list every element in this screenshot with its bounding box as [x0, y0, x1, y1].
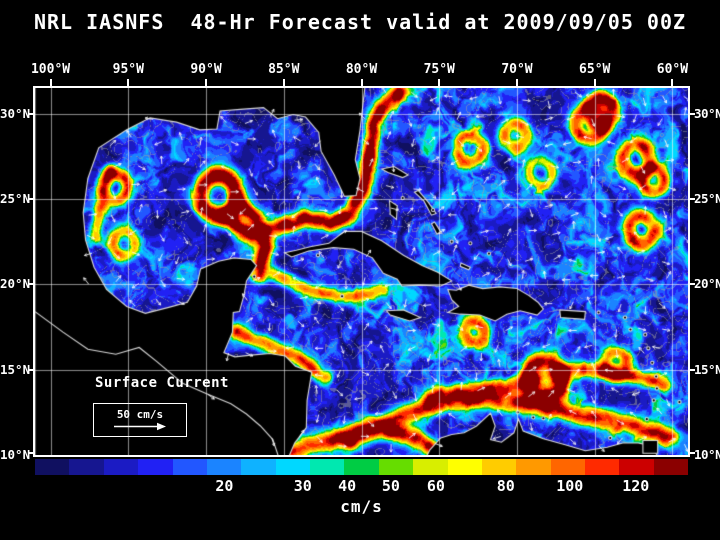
colorbar-segment — [653, 459, 689, 475]
lon-tick-mark — [671, 79, 674, 86]
colorbar-segment — [413, 459, 448, 475]
lon-tick-mark — [49, 79, 52, 86]
colorbar-segment — [138, 459, 173, 475]
colorbar-tick-label: 20 — [215, 477, 234, 495]
lon-tick-mark — [438, 79, 441, 86]
colorbar-segment — [516, 459, 551, 475]
current-scale-box: 50 cm/s — [93, 403, 187, 437]
colorbar-segment — [585, 459, 620, 475]
map-frame: Surface Current 50 cm/s — [33, 86, 690, 457]
lat-tick-mark — [690, 283, 695, 286]
colorbar-segment — [35, 459, 70, 475]
colorbar-tick-label: 80 — [496, 477, 515, 495]
colorbar-tick-label: 50 — [381, 477, 400, 495]
colorbar-segment — [241, 459, 276, 475]
lon-tick-label: 60°W — [656, 62, 689, 77]
lon-tick-label: 90°W — [190, 62, 222, 77]
lat-tick-label: 25°N — [694, 190, 720, 206]
colorbar-tick-label: 60 — [426, 477, 445, 495]
lat-tick-label: 20°N — [0, 276, 31, 292]
colorbar-tick-labels: 20 30 40 50 60 80 100 120 — [0, 477, 720, 497]
lat-tick-mark — [690, 112, 695, 115]
colorbar-tick-label: 40 — [338, 477, 357, 495]
lon-tick-mark — [205, 79, 208, 86]
longitude-axis: 100°W 95°W 90°W 85°W 80°W 75°W 70°W 65°W 60°W — [0, 62, 720, 88]
colorbar-segment — [344, 459, 379, 475]
colorbar-tick-label: 30 — [293, 477, 312, 495]
lon-tick-mark — [360, 79, 363, 86]
colorbar-segment — [447, 459, 482, 475]
colorbar-segment — [275, 459, 310, 475]
current-speed-map-canvas — [35, 88, 688, 455]
lat-tick-mark — [690, 452, 695, 454]
lat-tick-label: 15°N — [0, 361, 31, 377]
lon-tick-label: 80°W — [345, 62, 378, 77]
scale-value-label: 50 cm/s — [116, 408, 164, 421]
lat-tick-mark — [690, 368, 695, 371]
colorbar-tick-label: 120 — [622, 477, 650, 495]
colorbar-unit-label: cm/s — [340, 497, 383, 516]
lat-tick-label: 25°N — [0, 190, 31, 206]
lon-tick-label: 75°W — [423, 62, 455, 77]
lat-tick-label: 20°N — [694, 276, 720, 292]
lon-tick-mark — [127, 79, 130, 86]
colorbar-segment — [550, 459, 585, 475]
surface-current-label: Surface Current — [95, 375, 229, 391]
speed-colorbar — [35, 459, 689, 475]
scale-arrow-icon — [114, 422, 166, 431]
lon-tick-label: 100°W — [30, 62, 71, 77]
colorbar-segment — [206, 459, 242, 475]
colorbar-segment — [481, 459, 517, 475]
lon-tick-mark — [593, 79, 596, 86]
colorbar-segment — [172, 459, 207, 475]
lon-tick-label: 70°W — [501, 62, 533, 77]
colorbar-segment — [69, 459, 104, 475]
figure-title: NRL IASNFS 48-Hr Forecast valid at 2009/… — [33, 10, 687, 34]
lat-tick-label: 15°N — [694, 361, 720, 377]
colorbar-segment — [310, 459, 345, 475]
lat-tick-label: 30°N — [694, 105, 720, 121]
colorbar-segment — [103, 459, 139, 475]
colorbar-segment — [378, 459, 414, 475]
lon-tick-mark — [515, 79, 518, 86]
colorbar-tick-label: 100 — [556, 477, 584, 495]
lat-tick-mark — [690, 197, 695, 200]
lat-tick-label: 10°N — [0, 447, 31, 462]
lon-tick-label: 85°W — [268, 62, 300, 77]
lon-tick-label: 95°W — [112, 62, 144, 77]
colorbar-segment — [619, 459, 654, 475]
lat-tick-label: 30°N — [0, 105, 31, 121]
lon-tick-mark — [282, 79, 285, 86]
lat-tick-label: 10°N — [694, 447, 720, 462]
lon-tick-label: 65°W — [579, 62, 611, 77]
